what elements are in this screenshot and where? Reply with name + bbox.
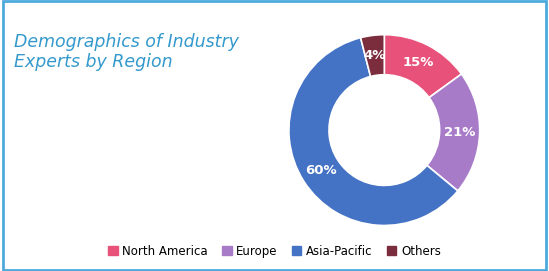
Text: Demographics of Industry
Experts by Region: Demographics of Industry Experts by Regi…	[14, 33, 239, 71]
Wedge shape	[361, 35, 384, 76]
Text: 4%: 4%	[363, 49, 386, 62]
Legend: North America, Europe, Asia-Pacific, Others: North America, Europe, Asia-Pacific, Oth…	[103, 240, 446, 262]
Wedge shape	[427, 74, 480, 191]
Text: 15%: 15%	[403, 56, 434, 69]
Wedge shape	[384, 35, 462, 98]
Wedge shape	[289, 38, 458, 225]
Text: 21%: 21%	[444, 126, 475, 139]
Text: 60%: 60%	[305, 164, 337, 177]
